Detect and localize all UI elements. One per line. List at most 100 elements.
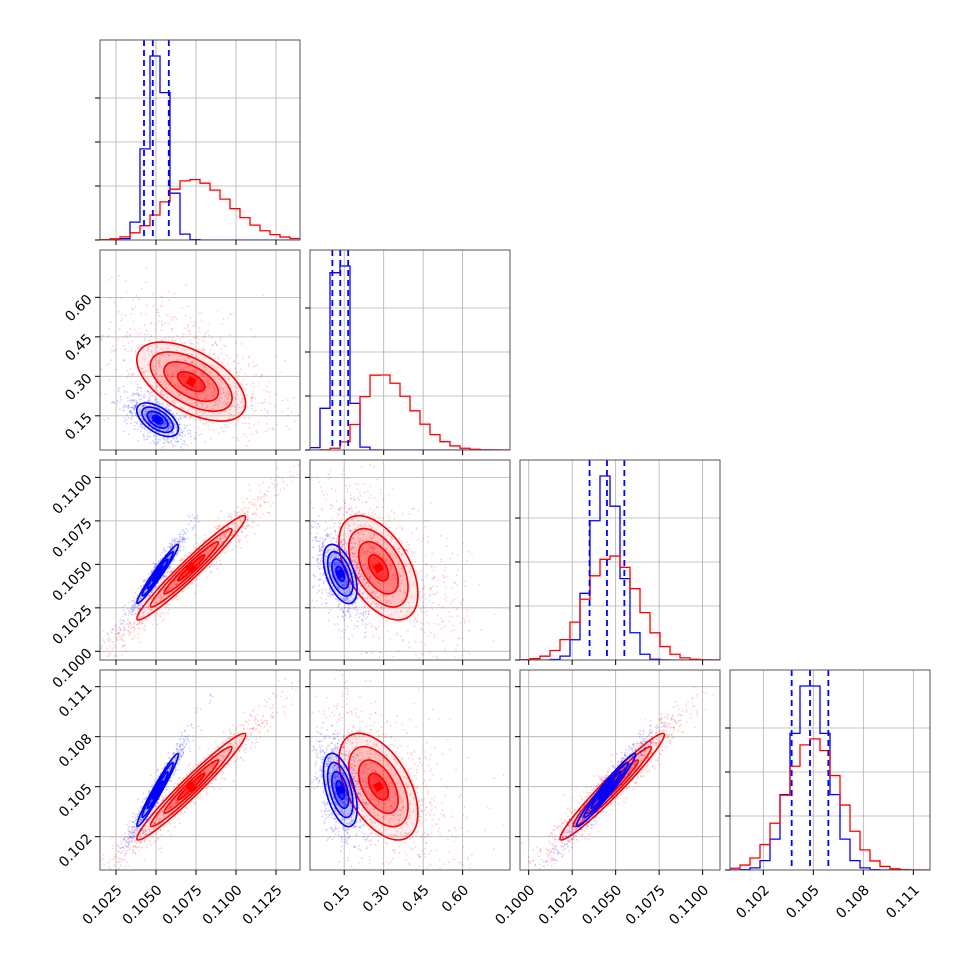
- data-point: [416, 620, 419, 623]
- data-point: [242, 379, 244, 382]
- data-point: [187, 365, 190, 368]
- data-point: [165, 423, 168, 425]
- data-point: [114, 633, 117, 635]
- data-point: [446, 545, 449, 548]
- data-point: [370, 493, 372, 496]
- data-point: [138, 298, 140, 300]
- data-point: [492, 640, 495, 642]
- data-point: [428, 622, 431, 625]
- data-point: [220, 537, 223, 539]
- data-point: [430, 662, 432, 664]
- data-point: [334, 489, 337, 492]
- data-point: [179, 435, 182, 438]
- data-point: [228, 369, 231, 372]
- data-point: [321, 592, 323, 595]
- data-point: [390, 582, 393, 585]
- data-point: [140, 398, 143, 401]
- data-point: [200, 319, 203, 322]
- data-point: [162, 564, 165, 566]
- data-point: [136, 403, 139, 406]
- data-point: [142, 580, 145, 583]
- data-point: [178, 542, 181, 545]
- data-point: [345, 584, 348, 586]
- data-point: [136, 389, 138, 391]
- data-point: [243, 512, 246, 514]
- data-point: [144, 408, 147, 411]
- data-point: [352, 517, 354, 520]
- data-point: [170, 425, 172, 428]
- data-point: [162, 438, 165, 441]
- data-point: [174, 344, 176, 347]
- data-point: [240, 508, 243, 511]
- data-point: [340, 564, 343, 567]
- data-point: [181, 435, 184, 438]
- data-point: [424, 519, 427, 522]
- data-point: [159, 381, 162, 383]
- data-point: [311, 599, 314, 602]
- data-point: [117, 632, 120, 635]
- data-point: [316, 565, 319, 568]
- data-point: [362, 575, 364, 578]
- data-point: [115, 629, 117, 632]
- data-point: [129, 328, 132, 331]
- data-point: [137, 600, 140, 603]
- data-point: [229, 408, 232, 411]
- data-point: [338, 629, 340, 631]
- data-point: [341, 517, 343, 520]
- data-point: [169, 555, 172, 558]
- data-point: [263, 501, 266, 504]
- data-point: [127, 373, 130, 376]
- data-point: [327, 549, 329, 552]
- data-point: [212, 384, 214, 387]
- data-point: [275, 423, 278, 426]
- data-point: [289, 475, 292, 478]
- data-point: [122, 644, 124, 647]
- data-point: [370, 596, 373, 599]
- data-point: [187, 523, 190, 526]
- data-point: [242, 397, 244, 400]
- data-point: [112, 628, 115, 631]
- data-point: [343, 599, 346, 602]
- data-point: [338, 521, 341, 524]
- data-point: [306, 502, 308, 504]
- data-point: [134, 612, 137, 615]
- data-point: [245, 383, 248, 386]
- data-point: [312, 546, 315, 549]
- data-point: [360, 652, 363, 655]
- data-point: [138, 409, 141, 412]
- data-point: [361, 596, 364, 599]
- data-point: [362, 457, 364, 459]
- data-point: [124, 314, 127, 317]
- data-point: [395, 527, 398, 530]
- data-point: [356, 625, 359, 628]
- data-point: [136, 594, 139, 596]
- data-point: [200, 372, 203, 375]
- data-point: [150, 569, 153, 572]
- data-point: [140, 584, 143, 587]
- data-point: [404, 589, 407, 592]
- data-point: [343, 539, 345, 542]
- data-point: [357, 594, 360, 597]
- data-point: [239, 519, 242, 522]
- data-point: [163, 420, 166, 422]
- data-point: [156, 308, 159, 311]
- data-point: [156, 623, 159, 626]
- data-point: [204, 332, 207, 335]
- data-point: [349, 607, 352, 610]
- data-point: [357, 497, 360, 500]
- data-point: [412, 552, 415, 554]
- data-point: [341, 551, 344, 554]
- data-point: [135, 295, 138, 297]
- data-point: [169, 426, 172, 429]
- data-point: [160, 320, 163, 323]
- data-point: [357, 577, 360, 579]
- data-point: [230, 413, 232, 416]
- data-point: [138, 626, 141, 629]
- data-point: [255, 373, 258, 376]
- data-point: [417, 571, 420, 574]
- data-point: [149, 431, 152, 434]
- data-point: [124, 643, 127, 646]
- data-point: [143, 439, 146, 441]
- data-point: [345, 596, 347, 599]
- data-point: [116, 627, 119, 630]
